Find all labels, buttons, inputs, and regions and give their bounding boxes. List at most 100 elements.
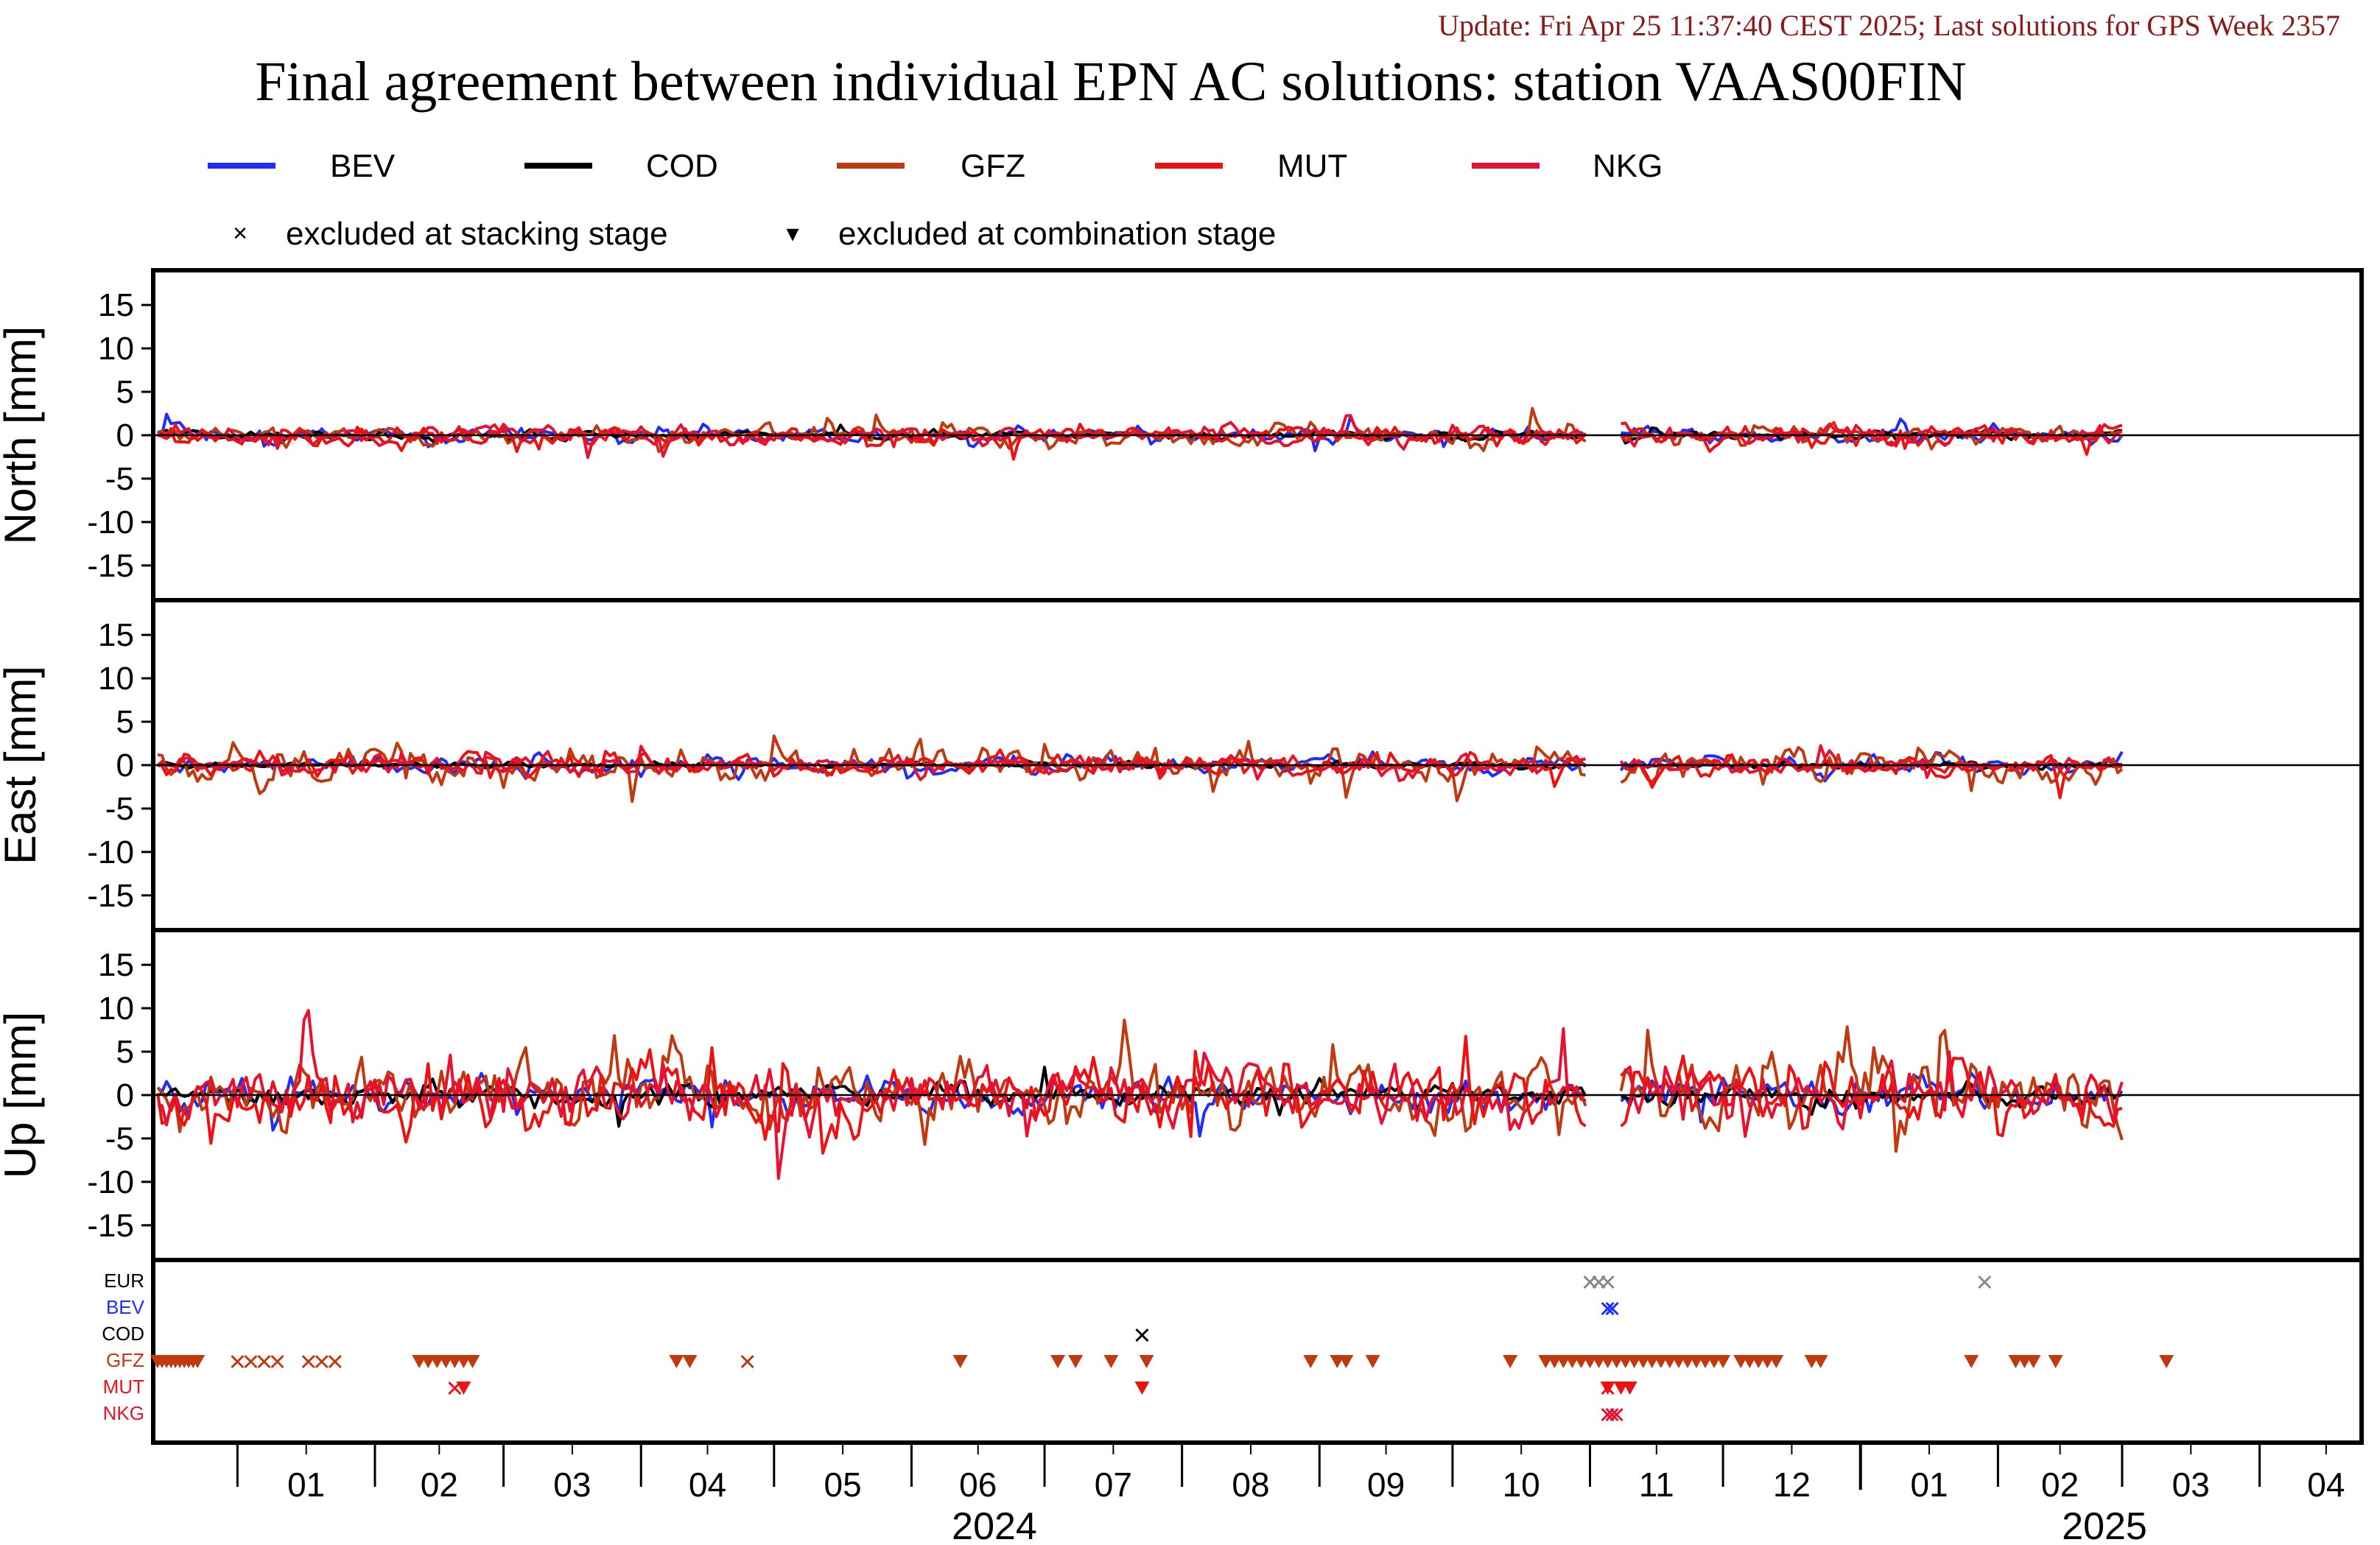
east-ytick-label: 0 xyxy=(116,747,134,784)
month-label: 04 xyxy=(2307,1465,2345,1504)
exclusion-mark-gfz xyxy=(1050,1355,1066,1368)
exclusion-mark-eur xyxy=(1978,1275,1992,1289)
exclusion-mark-mut xyxy=(456,1382,471,1395)
exclusion-row-bev: BEV xyxy=(106,1296,145,1318)
exclusion-row-nkg: NKG xyxy=(103,1402,144,1424)
exclusion-mark-mut xyxy=(1134,1382,1150,1395)
exclusion-mark-gfz xyxy=(270,1354,284,1369)
up-ytick-label: -5 xyxy=(105,1121,134,1157)
north-ytick-label: -15 xyxy=(87,548,134,584)
east-ytick-label: 15 xyxy=(98,617,134,653)
exclusion-mark-gfz xyxy=(257,1354,271,1369)
east-ytick-label: 5 xyxy=(116,704,134,740)
east-axis-label: East [mm] xyxy=(0,666,45,865)
exclusion-mark-bev xyxy=(1601,1301,1615,1316)
exclusion-mark-gfz xyxy=(328,1354,342,1369)
exclusion-mark-gfz xyxy=(1813,1355,1828,1368)
north-ytick-label: 15 xyxy=(98,287,134,323)
up-series xyxy=(156,1009,2124,1180)
exclusion-row-eur: EUR xyxy=(104,1270,144,1292)
up-axis-label: Up [mm] xyxy=(0,1012,45,1179)
north-ytick-label: -10 xyxy=(87,504,134,541)
exclusion-mark-gfz xyxy=(1716,1355,1731,1368)
month-label: 11 xyxy=(1639,1465,1674,1504)
month-label: 02 xyxy=(2041,1465,2079,1504)
exclusion-mark-gfz xyxy=(669,1355,684,1368)
exclusion-mark-gfz xyxy=(1964,1355,1979,1368)
legend-label-4: NKG xyxy=(1593,148,1663,184)
up-line-gfz xyxy=(156,1018,2124,1153)
exclusion-mark-bev xyxy=(1605,1301,1619,1316)
east-ytick-label: -10 xyxy=(87,834,134,870)
chart-marks: 15 10 5 0 -5 -10 -15 15 10 5 0 -5 -10 -15 15 10 5 0 -5 -10 -… xyxy=(87,287,2362,1504)
month-label: 09 xyxy=(1367,1465,1405,1504)
exclusion-mark-nkg xyxy=(1610,1407,1623,1422)
legend-combination-label: excluded at combination stage xyxy=(838,216,1276,252)
exclusion-mark-gfz xyxy=(952,1355,968,1368)
north-ytick-label: 5 xyxy=(116,374,134,410)
exclusion-panel-frame xyxy=(151,1258,2364,1445)
exclusion-mark-gfz xyxy=(301,1354,315,1369)
legend-label-2: GFZ xyxy=(961,148,1025,184)
month-label: 10 xyxy=(1503,1465,1540,1504)
exclusion-mark-gfz xyxy=(231,1354,245,1369)
exclusion-mark-gfz xyxy=(1338,1355,1354,1368)
exclusion-mark-gfz xyxy=(1303,1355,1319,1368)
east-ytick-label: -15 xyxy=(87,878,134,914)
legend-label-0: BEV xyxy=(330,148,396,184)
legend-stacking-label: excluded at stacking stage xyxy=(286,216,668,252)
exclusion-mark-gfz xyxy=(2048,1355,2063,1368)
month-label: 07 xyxy=(1095,1465,1132,1504)
exclusion-mark-gfz xyxy=(1103,1355,1119,1368)
up-ytick-label: -15 xyxy=(87,1208,134,1244)
legend-stacking-marker: × xyxy=(233,219,248,247)
legend-label-1: COD xyxy=(646,148,718,184)
north-ytick-label: 10 xyxy=(98,331,134,367)
month-label: 06 xyxy=(959,1465,997,1504)
exclusion-mark-mut xyxy=(448,1381,462,1396)
east-ytick-label: -5 xyxy=(105,791,134,827)
month-label: 03 xyxy=(553,1465,591,1504)
east-series xyxy=(156,734,2124,803)
month-label: 05 xyxy=(824,1465,862,1504)
up-line-nkg xyxy=(157,1009,2124,1180)
exclusion-mark-nkg xyxy=(1605,1407,1619,1422)
up-ytick-label: 0 xyxy=(116,1077,134,1113)
exclusion-mark-eur xyxy=(1601,1275,1615,1289)
up-ytick-label: -10 xyxy=(87,1164,134,1200)
up-ytick-label: 5 xyxy=(116,1034,134,1070)
up-ytick-label: 15 xyxy=(98,947,134,983)
exclusion-mark-gfz xyxy=(1365,1355,1380,1368)
exclusion-mark-gfz xyxy=(315,1354,329,1369)
north-axis-label: North [mm] xyxy=(0,326,45,545)
exclusion-mark-mut xyxy=(1601,1381,1615,1396)
exclusion-mark-gfz xyxy=(682,1355,698,1368)
exclusion-mark-mut xyxy=(1622,1382,1637,1395)
month-label: 01 xyxy=(287,1465,325,1504)
exclusion-mark-gfz xyxy=(2026,1355,2041,1368)
month-label: 04 xyxy=(689,1465,726,1504)
exclusion-mark-gfz xyxy=(2159,1355,2174,1368)
exclusion-mark-gfz xyxy=(465,1355,480,1368)
month-label: 12 xyxy=(1773,1465,1811,1504)
exclusion-mark-gfz xyxy=(1139,1355,1154,1368)
east-ytick-label: 10 xyxy=(98,661,134,697)
exclusion-mark-cod xyxy=(1135,1328,1149,1342)
up-ytick-label: 10 xyxy=(98,990,134,1027)
north-ytick-label: -5 xyxy=(105,461,134,497)
month-label: 08 xyxy=(1232,1465,1269,1504)
exclusion-mark-gfz xyxy=(190,1355,206,1368)
legend: BEV COD GFZ MUT NKG × excluded at stacki… xyxy=(208,148,1663,252)
exclusion-mark-gfz xyxy=(1068,1355,1084,1368)
legend-label-3: MUT xyxy=(1277,148,1347,184)
exclusion-row-gfz: GFZ xyxy=(106,1349,144,1371)
exclusion-row-mut: MUT xyxy=(103,1376,144,1398)
north-ytick-label: 0 xyxy=(116,418,134,454)
month-label: 02 xyxy=(421,1465,458,1504)
chart-title: Final agreement between individual EPN A… xyxy=(255,51,1967,113)
exclusion-mark-gfz xyxy=(244,1354,258,1369)
month-label: 03 xyxy=(2172,1465,2210,1504)
update-text: Update: Fri Apr 25 11:37:40 CEST 2025; L… xyxy=(1438,9,2340,42)
year-label-2024: 2024 xyxy=(952,1505,1037,1545)
